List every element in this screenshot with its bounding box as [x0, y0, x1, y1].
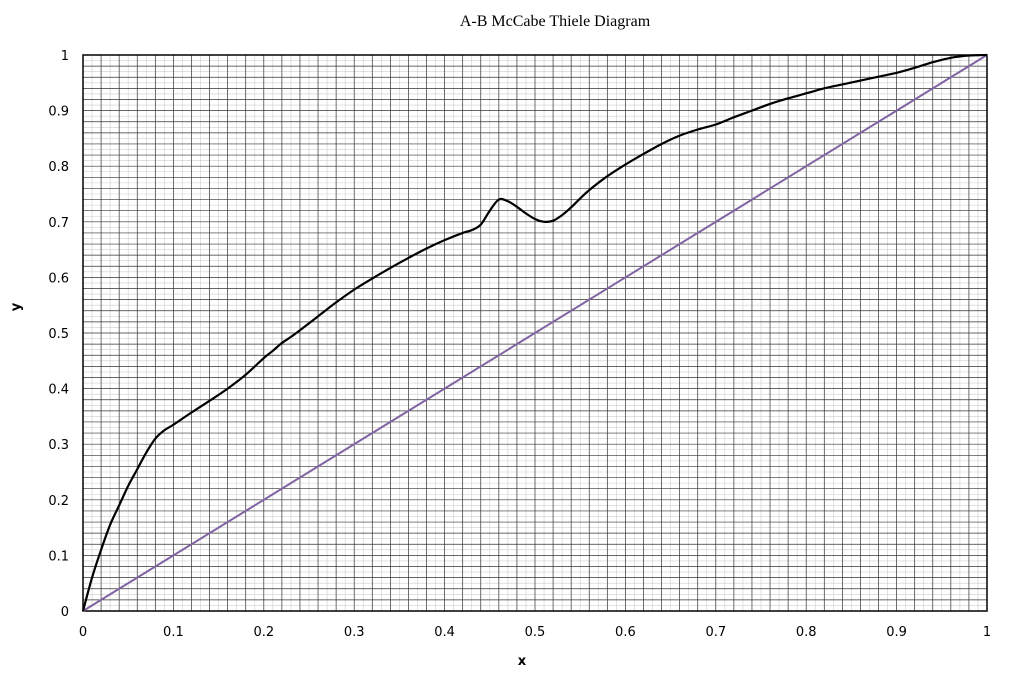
series-layer — [81, 53, 988, 612]
y-tick-label: 0.9 — [48, 105, 69, 120]
y-axis-ticks: 0 0.1 0.2 0.3 0.4 0.5 0.6 0.7 0.8 0.9 1 — [48, 49, 69, 620]
x-tick-label: 1 — [983, 625, 991, 640]
chart-title: A-B McCabe Thiele Diagram — [460, 13, 651, 30]
y-tick-label: 0.3 — [48, 438, 69, 453]
x-tick-label: 0.6 — [615, 625, 636, 640]
y-tick-label: 0 — [61, 605, 69, 620]
y-tick-label: 0.6 — [48, 271, 69, 286]
x-axis-ticks: 0 0.1 0.2 0.3 0.4 0.5 0.6 0.7 0.8 0.9 1 — [79, 625, 991, 640]
x-tick-label: 0.5 — [525, 625, 546, 640]
y-tick-label: 0.4 — [48, 383, 69, 398]
x-axis-label: x — [518, 654, 527, 669]
x-tick-label: 0.2 — [253, 625, 274, 640]
y-tick-label: 0.1 — [48, 549, 69, 564]
equilibrium-curve — [81, 53, 988, 612]
y-tick-label: 0.8 — [48, 160, 69, 175]
x-tick-label: 0.8 — [796, 625, 817, 640]
diagonal-line — [82, 54, 988, 612]
x-tick-label: 0.3 — [344, 625, 365, 640]
x-tick-label: 0.7 — [705, 625, 726, 640]
y-tick-label: 1 — [61, 49, 69, 64]
x-tick-label: 0.4 — [434, 625, 455, 640]
x-tick-label: 0 — [79, 625, 87, 640]
x-tick-label: 0.9 — [886, 625, 907, 640]
plot-area-frame — [82, 54, 988, 612]
y-tick-label: 0.2 — [48, 494, 69, 509]
x-tick-label: 0.1 — [163, 625, 184, 640]
y-tick-label: 0.7 — [48, 216, 69, 231]
y-tick-label: 0.5 — [48, 327, 69, 342]
y-axis-label: y — [9, 302, 24, 311]
major-grid — [82, 54, 988, 612]
